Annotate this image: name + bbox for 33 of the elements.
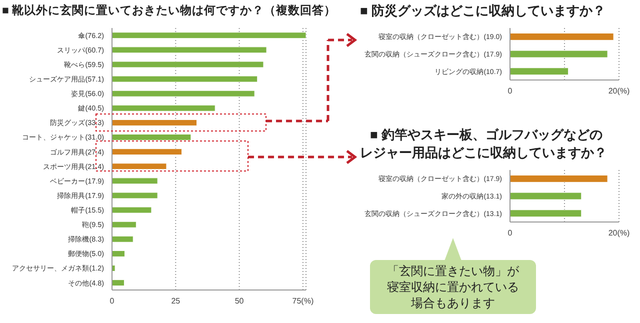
bar xyxy=(112,163,167,170)
x-tick-label: 0 xyxy=(508,228,513,238)
chart-title: ■ 靴以外に玄関に置いておきたい物は何ですか？（複数回答） xyxy=(2,3,336,19)
bar xyxy=(112,206,152,214)
bar xyxy=(112,265,116,272)
bar xyxy=(112,280,124,286)
x-tick-label: 75(%) xyxy=(292,296,314,306)
text: 「玄関に置きたい物」が寝室収納に置かれている場合もあります xyxy=(370,260,536,314)
bar xyxy=(112,134,192,141)
bar xyxy=(112,236,134,242)
bar xyxy=(112,148,182,156)
bar xyxy=(112,221,136,228)
chart-title: ■ 防災グッズはどこに収納していますか？ xyxy=(360,2,606,20)
bar xyxy=(112,192,158,199)
bar xyxy=(112,178,158,184)
bar xyxy=(112,119,198,126)
bar xyxy=(112,46,267,54)
bar xyxy=(112,32,306,39)
x-tick-label: 50 xyxy=(234,296,244,306)
bar xyxy=(112,61,264,68)
x-tick-label: 25 xyxy=(171,296,181,306)
x-tick-label: 0 xyxy=(110,296,115,306)
bar xyxy=(510,32,614,40)
bar xyxy=(112,76,258,82)
x-tick-label: 20(%) xyxy=(608,228,630,238)
bar xyxy=(112,250,125,257)
bar xyxy=(112,90,255,97)
bar xyxy=(112,104,216,112)
bar xyxy=(510,50,608,58)
x-tick-label: 0 xyxy=(508,86,513,96)
x-tick-label: 20(%) xyxy=(608,86,630,96)
chart-title: ■ 釣竿やスキー板、ゴルフバッグなどのレジャー用品はどこに収納していますか？ xyxy=(360,126,608,162)
bar xyxy=(510,68,569,76)
